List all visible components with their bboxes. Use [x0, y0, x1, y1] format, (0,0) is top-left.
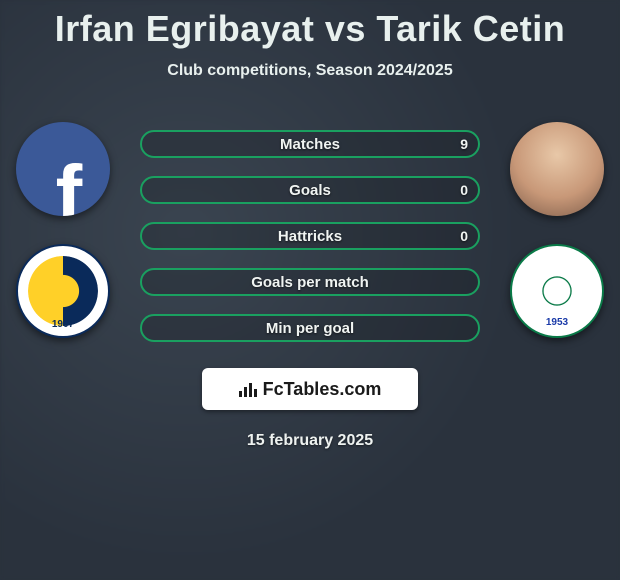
player-left-avatar: f [16, 122, 110, 216]
club-left-crest [16, 244, 110, 338]
footer-date: 15 february 2025 [0, 432, 620, 450]
stat-label: Hattricks [278, 228, 342, 245]
stat-right-value: 0 [460, 182, 468, 198]
page-title: Irfan Egribayat vs Tarik Cetin [0, 0, 620, 50]
stat-label: Matches [280, 136, 340, 153]
player-right-column [502, 122, 612, 338]
stat-rows: Matches 9 Goals 0 Hattricks 0 Goals per … [140, 130, 480, 342]
stat-label: Min per goal [266, 320, 354, 337]
stat-row-matches: Matches 9 [140, 130, 480, 158]
stat-row-goals: Goals 0 [140, 176, 480, 204]
stat-row-min-per-goal: Min per goal [140, 314, 480, 342]
player-right-avatar [510, 122, 604, 216]
stat-label: Goals [289, 182, 331, 199]
club-right-crest [510, 244, 604, 338]
stat-row-goals-per-match: Goals per match [140, 268, 480, 296]
stat-right-value: 9 [460, 136, 468, 152]
stat-right-value: 0 [460, 228, 468, 244]
stat-label: Goals per match [251, 274, 369, 291]
chart-bars-icon [239, 381, 257, 397]
stat-row-hattricks: Hattricks 0 [140, 222, 480, 250]
branding-text: FcTables.com [263, 379, 382, 400]
page-subtitle: Club competitions, Season 2024/2025 [0, 62, 620, 80]
player-left-column: f [8, 122, 118, 338]
infographic: Irfan Egribayat vs Tarik Cetin Club comp… [0, 0, 620, 450]
comparison-area: f Matches 9 Goals 0 Hattricks 0 [0, 130, 620, 342]
branding-badge: FcTables.com [202, 368, 418, 410]
